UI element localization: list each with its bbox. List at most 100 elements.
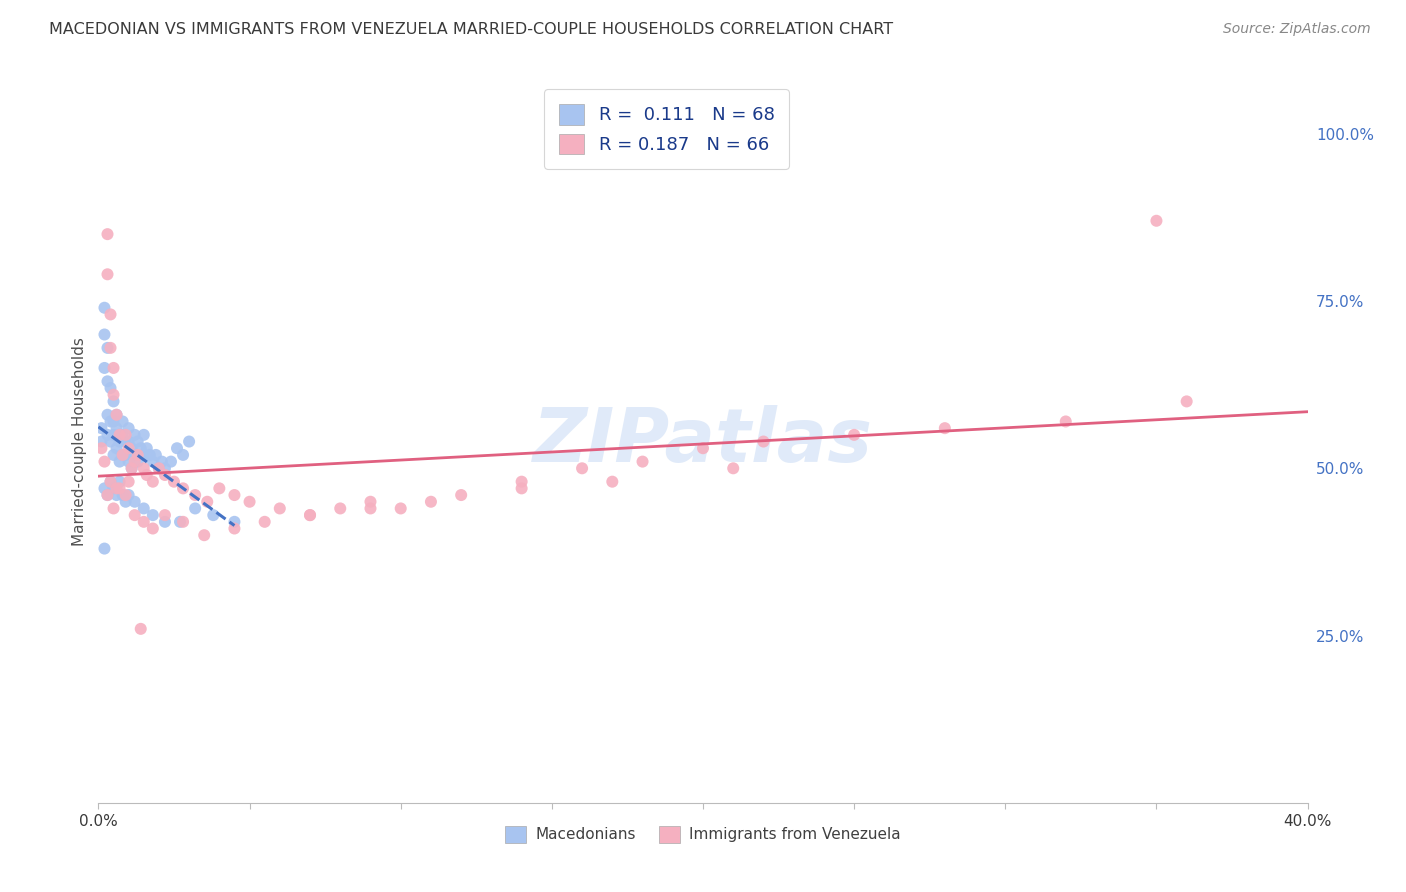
Point [96, 375, 118, 389]
Point [105, 442, 128, 455]
Point [132, 515, 155, 529]
Point [420, 494, 443, 508]
Point [114, 427, 136, 442]
Point [510, 475, 533, 489]
Point [103, 387, 125, 401]
Point [153, 508, 176, 523]
Point [108, 434, 131, 449]
Point [184, 501, 207, 516]
Point [450, 488, 472, 502]
Point [239, 494, 262, 508]
Point [100, 434, 122, 449]
Point [208, 482, 231, 496]
Point [108, 455, 131, 469]
Point [129, 622, 152, 636]
Point [166, 442, 188, 455]
Point [96, 227, 118, 242]
Point [111, 488, 134, 502]
Point [90, 434, 112, 449]
Point [510, 482, 533, 496]
Point [103, 414, 125, 429]
Point [105, 408, 128, 422]
Point [934, 421, 956, 435]
Point [93, 327, 115, 342]
Point [100, 414, 122, 429]
Point [153, 515, 176, 529]
Point [172, 515, 194, 529]
Point [93, 361, 115, 376]
Point [105, 482, 128, 496]
Point [121, 461, 143, 475]
Point [202, 508, 225, 523]
Point [153, 467, 176, 482]
Point [142, 508, 165, 523]
Point [389, 501, 412, 516]
Point [269, 501, 291, 516]
Point [150, 455, 173, 469]
Point [132, 461, 155, 475]
Point [114, 488, 136, 502]
Point [132, 448, 155, 462]
Point [844, 427, 866, 442]
Y-axis label: Married-couple Households: Married-couple Households [72, 337, 87, 546]
Point [299, 508, 322, 523]
Point [692, 442, 714, 455]
Point [105, 488, 128, 502]
Point [299, 508, 322, 523]
Point [142, 455, 165, 469]
Point [121, 442, 143, 455]
Point [100, 475, 122, 489]
Point [571, 461, 593, 475]
Point [121, 461, 143, 475]
Point [1054, 414, 1077, 429]
Point [100, 381, 122, 395]
Point [114, 494, 136, 508]
Point [124, 494, 146, 508]
Point [723, 461, 745, 475]
Point [148, 461, 170, 475]
Point [111, 448, 134, 462]
Point [631, 455, 654, 469]
Point [105, 408, 128, 422]
Point [1175, 394, 1198, 409]
Point [108, 427, 131, 442]
Point [124, 508, 146, 523]
Point [96, 268, 118, 282]
Point [96, 408, 118, 422]
Point [139, 448, 162, 462]
Point [329, 501, 352, 516]
Point [103, 394, 125, 409]
Point [93, 455, 115, 469]
Point [111, 414, 134, 429]
Point [142, 521, 165, 535]
Point [96, 488, 118, 502]
Point [93, 541, 115, 556]
Point [93, 301, 115, 315]
Text: MACEDONIAN VS IMMIGRANTS FROM VENEZUELA MARRIED-COUPLE HOUSEHOLDS CORRELATION CH: MACEDONIAN VS IMMIGRANTS FROM VENEZUELA … [49, 22, 893, 37]
Point [96, 341, 118, 355]
Point [129, 442, 152, 455]
Point [127, 448, 149, 462]
Point [752, 434, 775, 449]
Point [145, 448, 167, 462]
Point [93, 482, 115, 496]
Point [96, 488, 118, 502]
Point [100, 341, 122, 355]
Point [132, 501, 155, 516]
Point [118, 455, 141, 469]
Point [118, 442, 141, 455]
Point [148, 461, 170, 475]
Point [142, 475, 165, 489]
Point [100, 475, 122, 489]
Point [124, 427, 146, 442]
Point [118, 475, 141, 489]
Point [135, 442, 157, 455]
Point [224, 515, 246, 529]
Point [108, 475, 131, 489]
Point [100, 307, 122, 322]
Point [224, 488, 246, 502]
Point [124, 455, 146, 469]
Point [114, 448, 136, 462]
Point [127, 434, 149, 449]
Point [105, 421, 128, 435]
